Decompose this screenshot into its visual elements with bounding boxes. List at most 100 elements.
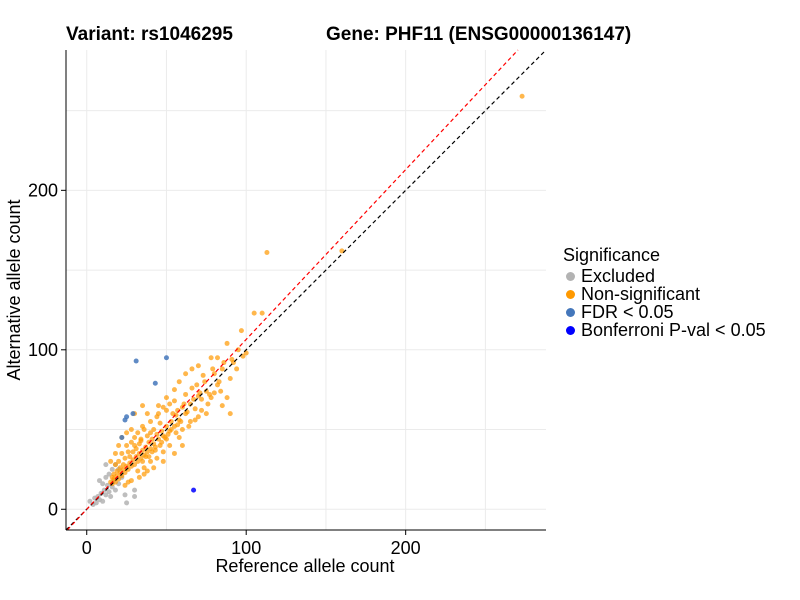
point-non-significant bbox=[165, 431, 171, 437]
point-non-significant bbox=[210, 366, 216, 372]
y-axis-label: Alternative allele count bbox=[4, 199, 24, 380]
point-excluded bbox=[124, 500, 130, 506]
point-non-significant bbox=[116, 442, 122, 448]
legend-label: FDR < 0.05 bbox=[581, 301, 674, 322]
point-non-significant bbox=[519, 93, 525, 99]
point-non-significant bbox=[128, 427, 134, 433]
reference-line-fitted-ratio bbox=[66, 49, 519, 531]
point-non-significant bbox=[140, 458, 146, 464]
point-non-significant bbox=[216, 379, 222, 385]
point-non-significant bbox=[229, 356, 235, 362]
point-non-significant bbox=[160, 449, 166, 455]
point-excluded bbox=[100, 481, 106, 487]
point-non-significant bbox=[151, 465, 157, 471]
point-non-significant bbox=[144, 468, 150, 474]
point-excluded bbox=[103, 462, 109, 468]
legend-dot-icon bbox=[566, 325, 575, 335]
point-non-significant bbox=[167, 442, 173, 448]
legend-dot-icon bbox=[566, 271, 575, 281]
y-tick-label: 0 bbox=[48, 499, 58, 519]
point-non-significant bbox=[125, 479, 131, 485]
point-non-significant bbox=[114, 468, 120, 474]
point-non-significant bbox=[259, 310, 265, 316]
point-non-significant bbox=[224, 395, 230, 401]
point-non-significant bbox=[141, 471, 147, 477]
point-non-significant bbox=[155, 436, 161, 442]
point-non-significant bbox=[160, 458, 166, 464]
point-non-significant bbox=[122, 455, 128, 461]
axis-ticks: 0 100 200 0 100 200 bbox=[28, 180, 421, 558]
point-non-significant bbox=[170, 411, 176, 417]
point-non-significant bbox=[219, 403, 225, 409]
point-non-significant bbox=[168, 427, 174, 433]
point-non-significant bbox=[120, 462, 126, 468]
point-non-significant bbox=[227, 411, 233, 417]
point-non-significant bbox=[171, 450, 177, 456]
point-excluded bbox=[87, 498, 93, 504]
point-fdr-0-05 bbox=[152, 380, 158, 386]
point-non-significant bbox=[195, 414, 201, 420]
point-non-significant bbox=[211, 390, 217, 396]
point-non-significant bbox=[187, 401, 193, 407]
grid-lines bbox=[66, 50, 546, 530]
point-non-significant bbox=[162, 435, 168, 441]
point-excluded bbox=[103, 474, 109, 480]
point-non-significant bbox=[175, 422, 181, 428]
point-non-significant bbox=[127, 454, 133, 460]
point-non-significant bbox=[140, 403, 146, 409]
point-non-significant bbox=[218, 388, 224, 394]
point-non-significant bbox=[208, 355, 214, 361]
point-non-significant bbox=[224, 340, 230, 346]
legend-item-fdr: FDR < 0.05 bbox=[563, 301, 766, 322]
point-non-significant bbox=[203, 411, 209, 417]
point-non-significant bbox=[108, 458, 114, 464]
point-non-significant bbox=[148, 419, 154, 425]
point-non-significant bbox=[157, 420, 163, 426]
point-excluded bbox=[106, 489, 112, 495]
point-non-significant bbox=[109, 474, 115, 480]
point-non-significant bbox=[186, 423, 192, 429]
point-non-significant bbox=[144, 411, 150, 417]
point-non-significant bbox=[192, 417, 198, 423]
legend: Significance Excluded Non-significant FD… bbox=[563, 245, 766, 340]
point-excluded bbox=[108, 494, 114, 500]
point-non-significant bbox=[160, 404, 166, 410]
legend-item-bonferroni: Bonferroni P-val < 0.05 bbox=[563, 319, 766, 340]
point-non-significant bbox=[178, 419, 184, 425]
chart-title-gene: Gene: PHF11 (ENSG00000136147) bbox=[326, 24, 632, 45]
point-non-significant bbox=[183, 371, 189, 377]
point-non-significant bbox=[187, 419, 193, 425]
point-non-significant bbox=[207, 391, 213, 397]
point-non-significant bbox=[173, 430, 179, 436]
point-non-significant bbox=[195, 363, 201, 369]
point-non-significant bbox=[135, 468, 141, 474]
point-excluded bbox=[112, 487, 118, 493]
point-non-significant bbox=[202, 379, 208, 385]
legend-label: Bonferroni P-val < 0.05 bbox=[581, 319, 766, 340]
point-non-significant bbox=[194, 382, 200, 388]
point-non-significant bbox=[130, 449, 136, 455]
point-non-significant bbox=[214, 355, 220, 361]
point-non-significant bbox=[155, 403, 161, 409]
point-non-significant bbox=[141, 465, 147, 471]
point-non-significant bbox=[199, 396, 205, 402]
point-non-significant bbox=[264, 250, 270, 256]
point-non-significant bbox=[159, 428, 165, 434]
point-excluded bbox=[132, 494, 138, 500]
point-non-significant bbox=[138, 438, 144, 444]
point-non-significant bbox=[159, 439, 165, 445]
point-excluded bbox=[132, 487, 138, 493]
point-non-significant bbox=[251, 310, 257, 316]
point-non-significant bbox=[183, 391, 189, 397]
point-non-significant bbox=[227, 376, 233, 382]
point-non-significant bbox=[163, 395, 169, 401]
x-axis-label: Reference allele count bbox=[215, 556, 394, 576]
point-fdr-0-05 bbox=[163, 355, 169, 361]
point-fdr-0-05 bbox=[124, 414, 130, 420]
point-excluded bbox=[96, 478, 102, 484]
point-non-significant bbox=[136, 474, 142, 480]
point-non-significant bbox=[238, 328, 244, 334]
point-bonferroni-p-val-0-05 bbox=[191, 487, 197, 493]
chart-title-variant: Variant: rs1046295 bbox=[66, 24, 233, 45]
